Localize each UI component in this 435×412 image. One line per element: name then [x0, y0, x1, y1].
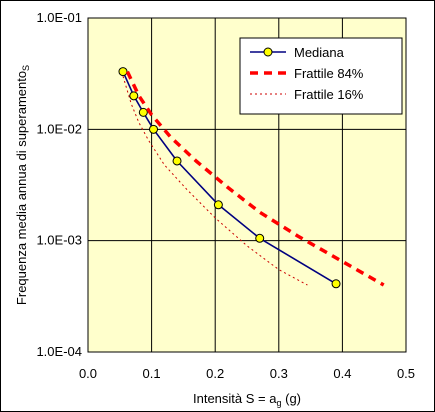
- x-tick-label: 0.3: [270, 366, 288, 381]
- series-point-1: [129, 91, 139, 101]
- series-line-2: [125, 70, 385, 287]
- legend-marker-1: [263, 47, 273, 57]
- x-tick-label: 0.0: [79, 366, 97, 381]
- x-tick-label: 0.4: [333, 366, 351, 381]
- legend: Mediana Frattile 84% Frattile 16%: [239, 37, 403, 115]
- series-point-1: [213, 200, 223, 210]
- series-point-1: [118, 67, 128, 77]
- y-tick-label: 1.0E-03: [36, 233, 82, 248]
- grid-lines: [88, 18, 406, 352]
- y-tick-label: 1.0E-02: [36, 121, 82, 136]
- x-tick-label: 0.5: [397, 366, 415, 381]
- axis-tick-labels: 0.0 0.1 0.2 0.3 0.4 0.5 1.0E-04 1.0E-03 1.0E-02 1…: [36, 10, 415, 381]
- series-point-1: [255, 233, 265, 243]
- series-point-1: [149, 124, 159, 134]
- x-tick-label: 0.2: [206, 366, 224, 381]
- x-tick-label: 0.1: [143, 366, 161, 381]
- y-tick-label: 1.0E-04: [36, 344, 82, 359]
- series-point-1: [138, 107, 148, 117]
- legend-label-1: Mediana: [294, 45, 345, 60]
- series-point-1: [331, 279, 341, 289]
- legend-label-2: Frattile 84%: [294, 66, 364, 81]
- x-axis-label: Intensità S = ag (g): [193, 391, 301, 408]
- series-point-1: [172, 156, 182, 166]
- y-axis-label: Frequenza media annua di superamentoS: [14, 65, 31, 305]
- series-layer: [118, 67, 385, 289]
- legend-label-3: Frattile 16%: [294, 87, 364, 102]
- y-tick-label: 1.0E-01: [36, 10, 82, 25]
